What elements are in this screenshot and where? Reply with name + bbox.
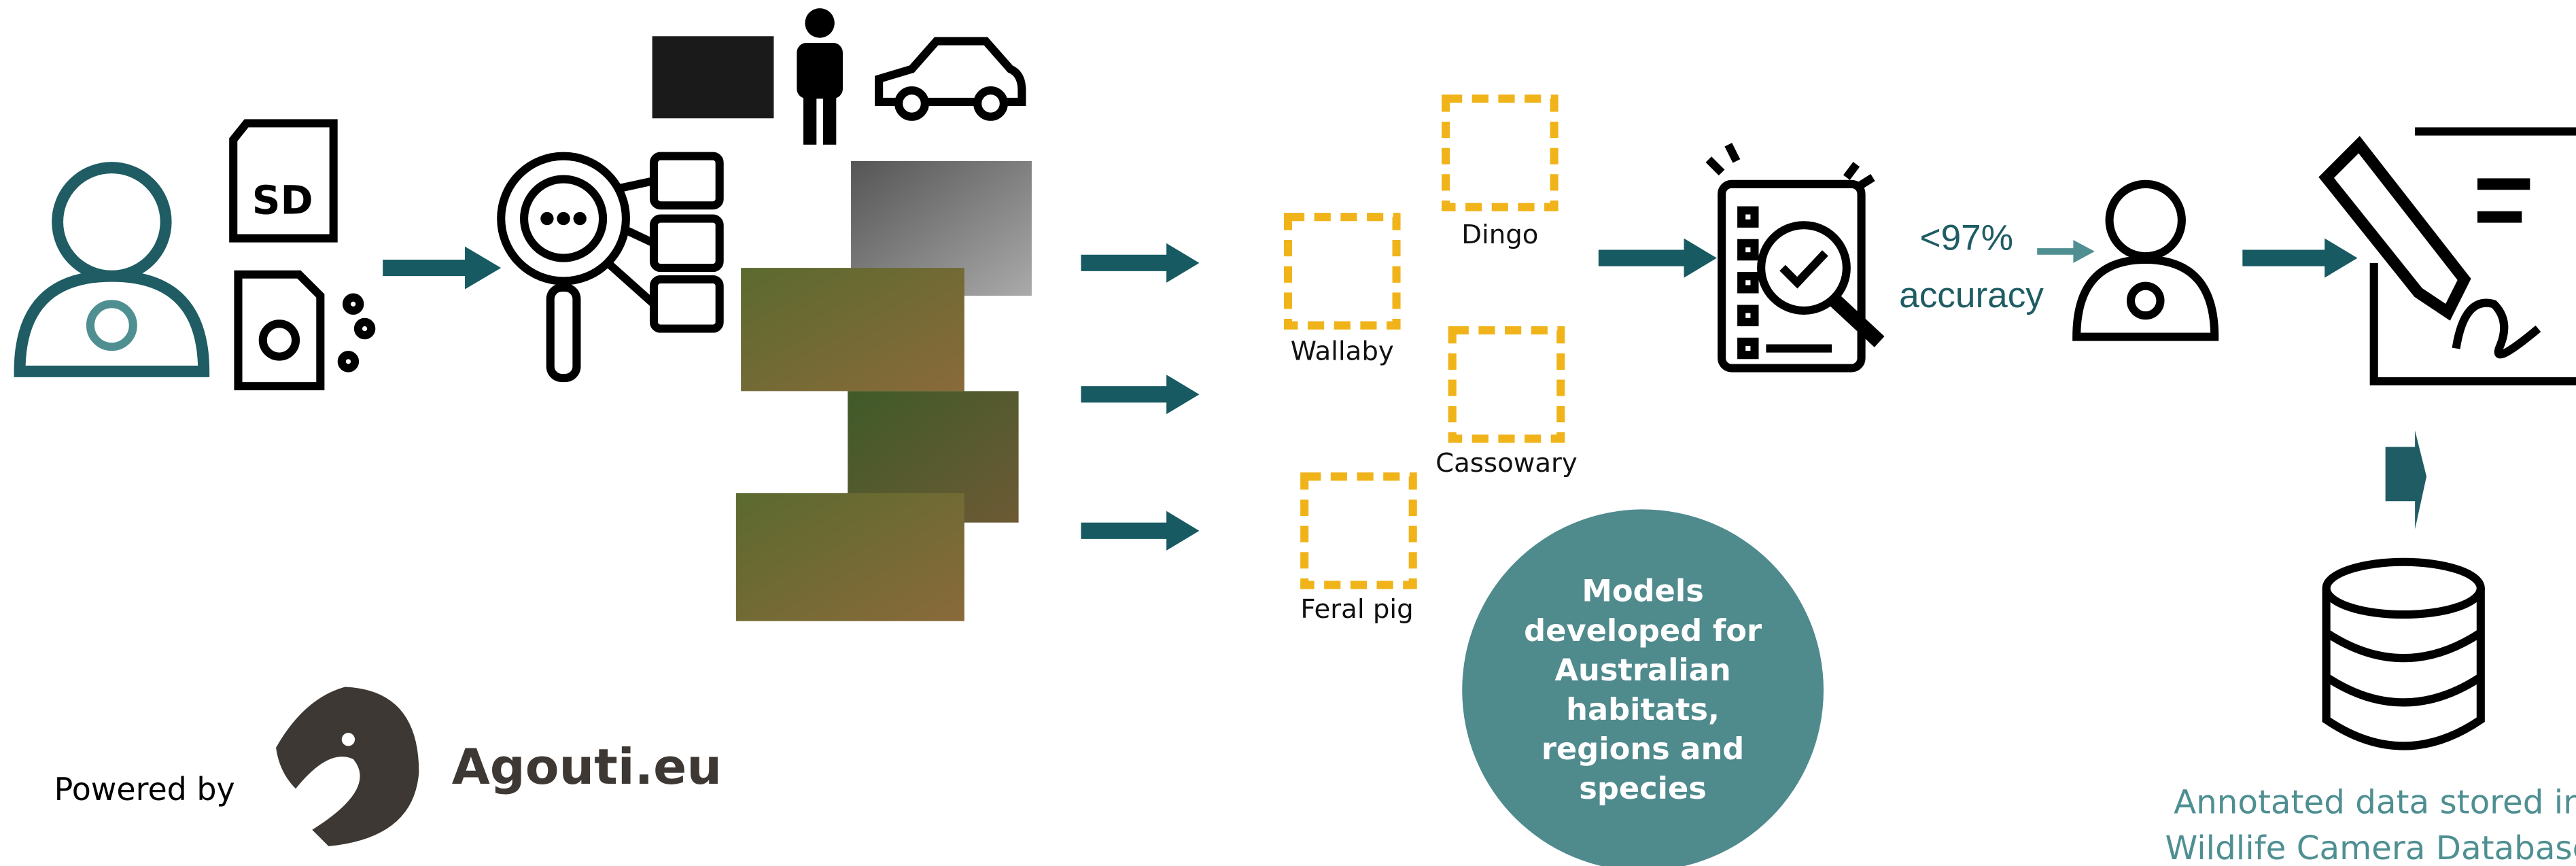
review-checklist-icon bbox=[1709, 145, 1879, 368]
empty-image bbox=[652, 36, 774, 118]
arrow bbox=[2037, 240, 2095, 263]
detection-box bbox=[1452, 330, 1561, 439]
storage-text: Annotated data stored in bbox=[2174, 784, 2576, 822]
species-label: Wallaby bbox=[1291, 336, 1394, 366]
sd-text: SD bbox=[252, 177, 313, 223]
search-icon bbox=[501, 156, 719, 378]
detection-box bbox=[1288, 217, 1397, 326]
models-text: Models bbox=[1582, 573, 1703, 609]
accuracy-text: <97% bbox=[1920, 218, 2013, 258]
models-text: species bbox=[1579, 770, 1707, 806]
storage-text: Wildlife Camera Database bbox=[2165, 829, 2576, 866]
powered-by: Powered by bbox=[54, 771, 235, 808]
reviewer-icon bbox=[2076, 184, 2214, 337]
person-silhouette bbox=[797, 8, 843, 145]
arrow bbox=[1599, 239, 1717, 278]
species-label: Feral pig bbox=[1300, 594, 1413, 625]
workflow-diagram: SD Dingo Wallaby Cassowary Feral pig <97 bbox=[0, 0, 2576, 866]
photo bbox=[736, 493, 964, 621]
arrow bbox=[1081, 243, 1199, 283]
models-text: Australian bbox=[1554, 652, 1730, 688]
camera-user-icon bbox=[20, 168, 204, 372]
species-label: Dingo bbox=[1461, 220, 1538, 250]
species-label: Cassowary bbox=[1435, 448, 1578, 479]
logo-text: Agouti.eu bbox=[452, 739, 722, 796]
database-icon bbox=[2327, 562, 2481, 746]
detection-box bbox=[1446, 99, 1554, 207]
arrow bbox=[1081, 511, 1199, 551]
arrow-down bbox=[2386, 430, 2426, 529]
code-icon bbox=[238, 275, 371, 386]
agouti-logo bbox=[276, 687, 419, 846]
arrow bbox=[1081, 375, 1199, 414]
car-icon bbox=[879, 41, 1022, 117]
accuracy-text: accuracy bbox=[1899, 275, 2044, 315]
sd-card-icon: SD bbox=[233, 123, 333, 238]
detection-box bbox=[1304, 477, 1413, 585]
page: {"species_labels":["Dingo","Wallaby","Ca… bbox=[0, 0, 2576, 866]
models-text: regions and bbox=[1542, 731, 1744, 767]
models-text: developed for bbox=[1524, 612, 1762, 648]
arrow bbox=[383, 247, 501, 290]
models-text: habitats, bbox=[1566, 691, 1720, 727]
arrow bbox=[2242, 239, 2357, 278]
annotation-icon bbox=[2327, 131, 2576, 381]
photo bbox=[741, 268, 964, 391]
